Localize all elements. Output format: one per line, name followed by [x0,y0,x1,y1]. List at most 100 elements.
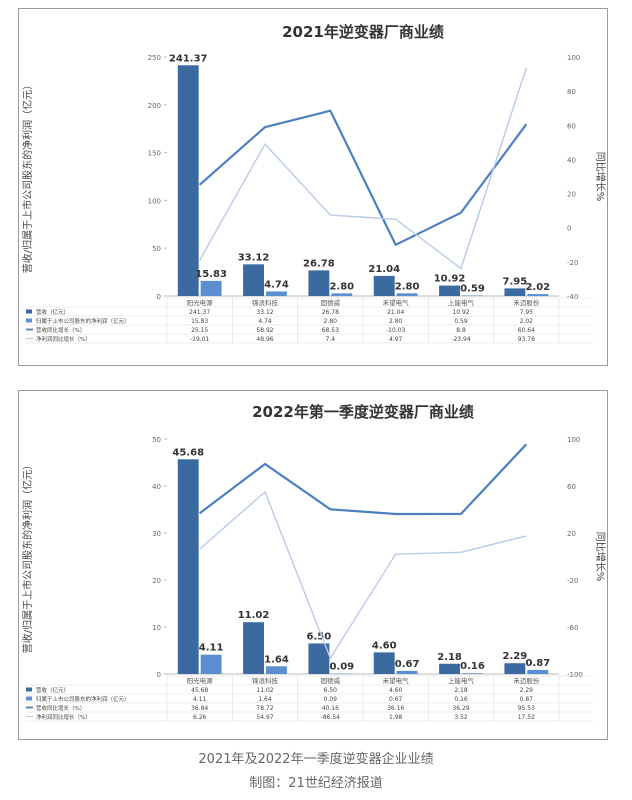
table-cell-value: 60.64 [518,327,535,334]
chart-2021: 2021年逆变器厂商业绩 0 50 100 150 200 250 -40 -20 0 20 40 60… [21,23,607,344]
x-category-label: 锦浪科技 [252,676,279,685]
y2-tick-label: -60 [567,624,578,632]
profit-data-label: 2.02 [525,282,550,293]
table-cell-value: 68.53 [322,327,339,334]
table-cell-value: 7.4 [326,336,336,343]
revenue-data-label: 6.50 [307,631,332,642]
y-tick-label: 50 [152,436,161,444]
table-cell-value: 45.68 [191,687,208,694]
table-cell-value: 40.16 [322,705,339,712]
table-cell-value: 26.78 [322,309,339,316]
figure-credit: 制图：21世纪经济报道 [249,776,383,791]
profit-data-label: 2.80 [329,281,354,292]
revenue-data-label: 7.95 [503,276,528,287]
table-cell-value: 2.80 [389,318,403,325]
x-category-label: 禾迈股份 [513,676,540,685]
table-cell-value: 21.04 [387,309,404,316]
table-cell-value: 17.52 [518,714,535,721]
table-cell-value: 54.97 [256,714,273,721]
table-cell-value: 3.52 [454,714,468,721]
table-cell-value: 1.64 [258,696,272,703]
y-tick-label: 30 [152,530,161,538]
profit-data-label: 0.16 [460,661,485,672]
table-cell-value: -10.03 [386,327,406,334]
revenue-bar [243,622,264,674]
revenue-data-label: 4.60 [372,640,397,651]
y-tick-label: 50 [152,245,161,253]
y2-tick-label: 0 [567,225,571,233]
profit-data-label: 15.83 [195,269,227,280]
profit-data-label: 4.74 [264,279,289,290]
table-cell-value: 36.29 [452,705,469,712]
y2-tick-label: 80 [567,88,576,96]
revenue-data-label: 241.37 [169,53,208,64]
table-cell-value: 241.37 [189,309,210,316]
table-cell-value: 4.11 [193,696,207,703]
table-cell-value: 0.59 [454,318,468,325]
profit-bar [200,654,222,674]
revenue-bar [243,264,264,296]
legend-series-name: 归属于上市公司股东的净利润（亿元） [36,317,130,325]
y2-axis-label: 同比增长% [594,152,607,202]
revenue-data-label: 2.18 [437,652,462,663]
table-cell-value: 1.98 [389,714,403,721]
table-cell-value: 93.78 [518,336,535,343]
y-tick-label: 100 [148,197,161,205]
table-cell-value: 4.74 [258,318,272,325]
legend-key [26,687,32,692]
y2-tick-label: -100 [567,671,583,679]
revenue-growth-line [198,109,528,247]
table-cell-value: 36.16 [387,705,404,712]
table-cell-value: 2.02 [520,318,534,325]
x-category-label: 上能电气 [448,676,475,685]
y-tick-label: 40 [152,483,161,491]
y2-tick-label: -20 [567,577,578,585]
table-cell-value: 0.16 [454,696,468,703]
table-cell-value: 33.12 [256,309,273,316]
profit-bar [396,293,418,296]
revenue-data-label: 10.92 [434,274,466,285]
table-cell-value: 4.97 [389,336,403,343]
legend-series-name: 营收（亿元） [36,308,69,316]
legend-series-name: 营收同比增长（%） [36,704,85,712]
legend-key [26,309,32,314]
revenue-bar [177,459,199,674]
y2-axis-label: 同比增长% [594,532,607,582]
revenue-bar [308,643,330,674]
legend-series-name: 净利润同比增长（%） [36,713,91,721]
x-category-label: 锦浪科技 [252,298,279,307]
legend-series-name: 营收同比增长（%） [36,326,85,334]
x-category-label: 固德威 [321,298,341,307]
y-tick-label: 0 [157,293,161,301]
y-axis-label: 营收/归属于上市公司股东的净利润（亿元） [21,80,34,273]
profit-bar [527,669,549,674]
y-tick-label: 10 [152,624,161,632]
table-cell-value: -86.54 [321,714,341,721]
revenue-bar [373,652,395,674]
table-cell-value: 6.50 [324,687,338,694]
revenue-bar [439,663,460,674]
profit-data-label: 0.09 [329,662,354,673]
legend-series-name: 净利润同比增长（%） [36,335,91,343]
x-category-label: 禾望电气 [383,676,410,685]
figure-caption: 2021年及2022年一季度逆变器企业业绩 [198,752,434,767]
chart-2022q1: 2022年第一季度逆变器厂商业绩 0 10 20 30 40 50 -100 -60 -20 20 6… [21,403,607,722]
legend-key [26,318,32,323]
profit-bar [266,666,287,674]
revenue-bar [308,270,330,296]
profit-data-label: 0.87 [525,658,550,669]
y2-tick-label: 60 [567,483,576,491]
y-axis-label: 营收/归属于上市公司股东的净利润（亿元） [21,460,34,653]
revenue-bar [504,663,526,674]
profit-data-label: 4.11 [199,643,224,654]
table-cell-value: 95.53 [518,705,535,712]
table-cell-value: 48.96 [256,336,273,343]
x-category-label: 固德威 [321,676,341,685]
x-category-label: 禾望电气 [383,298,410,307]
x-category-label: 阳光电源 [187,676,214,685]
profit-growth-line [199,490,527,660]
legend-key [26,696,32,701]
profit-bar [396,670,418,674]
revenue-data-label: 45.68 [172,447,204,458]
revenue-data-label: 2.29 [503,651,528,662]
